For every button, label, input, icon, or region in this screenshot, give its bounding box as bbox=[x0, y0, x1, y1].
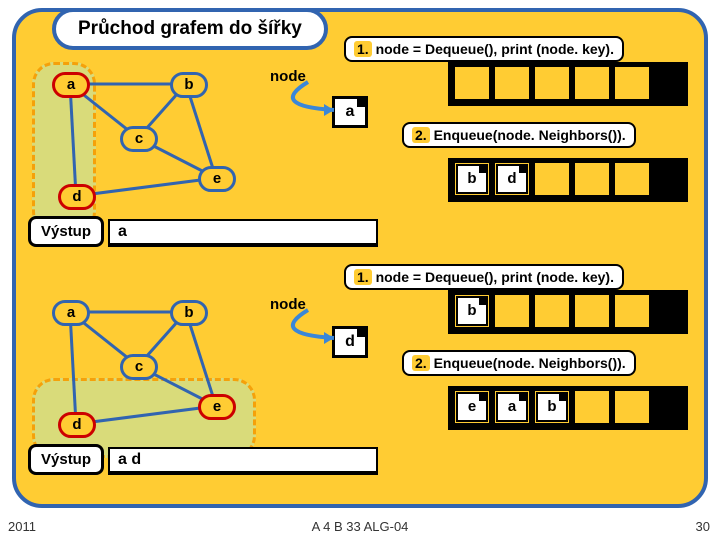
queue-slot bbox=[494, 66, 530, 100]
queue-item: b bbox=[456, 164, 488, 194]
code-step1: 1. node = Dequeue(), print (node. key). bbox=[344, 36, 624, 62]
queue-slot bbox=[534, 66, 570, 100]
node-label-bot: node bbox=[270, 296, 306, 313]
node-box-top: a bbox=[332, 96, 368, 128]
queue-slot bbox=[574, 162, 610, 196]
tick-icon bbox=[479, 393, 487, 401]
queue-item: b bbox=[456, 296, 488, 326]
queue-slot bbox=[534, 294, 570, 328]
step-num-2: 2. bbox=[412, 127, 430, 143]
code-step2-b: 2. Enqueue(node. Neighbors()). bbox=[402, 350, 636, 376]
queue-slot bbox=[614, 66, 650, 100]
gnode-b: b bbox=[170, 72, 208, 98]
queue-item: e bbox=[456, 392, 488, 422]
tick-icon bbox=[519, 393, 527, 401]
queue-slot bbox=[574, 66, 610, 100]
tick-icon bbox=[357, 98, 366, 107]
tick-icon bbox=[519, 165, 527, 173]
output-label-top: Výstup bbox=[28, 216, 104, 247]
queue-slot bbox=[494, 294, 530, 328]
gnode-d: d bbox=[58, 412, 96, 438]
queue-before-bot: b bbox=[448, 290, 688, 334]
tick-icon bbox=[479, 297, 487, 305]
step1-text: node = Dequeue(), print (node. key). bbox=[376, 269, 614, 285]
step1-text: node = Dequeue(), print (node. key). bbox=[376, 41, 614, 57]
queue-slot bbox=[454, 66, 490, 100]
node-label-top: node bbox=[270, 68, 306, 85]
panel-top: 1. node = Dequeue(), print (node. key). … bbox=[16, 42, 704, 262]
main-frame: Průchod grafem do šířky 1. node = Dequeu… bbox=[12, 8, 708, 508]
gnode-d: d bbox=[58, 184, 96, 210]
footer-num: 30 bbox=[696, 519, 710, 534]
step2-text: Enqueue(node. Neighbors()). bbox=[434, 127, 626, 143]
tick-icon bbox=[479, 165, 487, 173]
output-box-bot: a d bbox=[108, 447, 378, 475]
tick-icon bbox=[559, 393, 567, 401]
gnode-c: c bbox=[120, 126, 158, 152]
queue-after-top: b d bbox=[448, 158, 688, 202]
queue-item: b bbox=[536, 392, 568, 422]
gnode-e: e bbox=[198, 166, 236, 192]
slide: Průchod grafem do šířky 1. node = Dequeu… bbox=[0, 0, 720, 540]
panel-bottom: 1. node = Dequeue(), print (node. key). … bbox=[16, 270, 704, 490]
queue-item: d bbox=[496, 164, 528, 194]
step-num-1: 1. bbox=[354, 269, 372, 285]
queue-slot bbox=[574, 390, 610, 424]
code-step2: 2. Enqueue(node. Neighbors()). bbox=[402, 122, 636, 148]
node-box-bot: d bbox=[332, 326, 368, 358]
footer-mid: A 4 B 33 ALG-04 bbox=[312, 519, 409, 534]
queue-slot bbox=[574, 294, 610, 328]
footer-year: 2011 bbox=[8, 519, 36, 534]
code-step1-b: 1. node = Dequeue(), print (node. key). bbox=[344, 264, 624, 290]
gnode-c: c bbox=[120, 354, 158, 380]
queue-after-bot: e a b bbox=[448, 386, 688, 430]
gnode-a: a bbox=[52, 300, 90, 326]
output-label-bot: Výstup bbox=[28, 444, 104, 475]
queue-before-top bbox=[448, 62, 688, 106]
step-num-2: 2. bbox=[412, 355, 430, 371]
queue-slot bbox=[614, 162, 650, 196]
queue-item: a bbox=[496, 392, 528, 422]
queue-slot bbox=[534, 162, 570, 196]
queue-slot bbox=[614, 390, 650, 424]
output-box-top: a bbox=[108, 219, 378, 247]
tick-icon bbox=[357, 328, 366, 337]
step-num-1: 1. bbox=[354, 41, 372, 57]
queue-slot bbox=[614, 294, 650, 328]
step2-text: Enqueue(node. Neighbors()). bbox=[434, 355, 626, 371]
gnode-a: a bbox=[52, 72, 90, 98]
gnode-b: b bbox=[170, 300, 208, 326]
gnode-e: e bbox=[198, 394, 236, 420]
